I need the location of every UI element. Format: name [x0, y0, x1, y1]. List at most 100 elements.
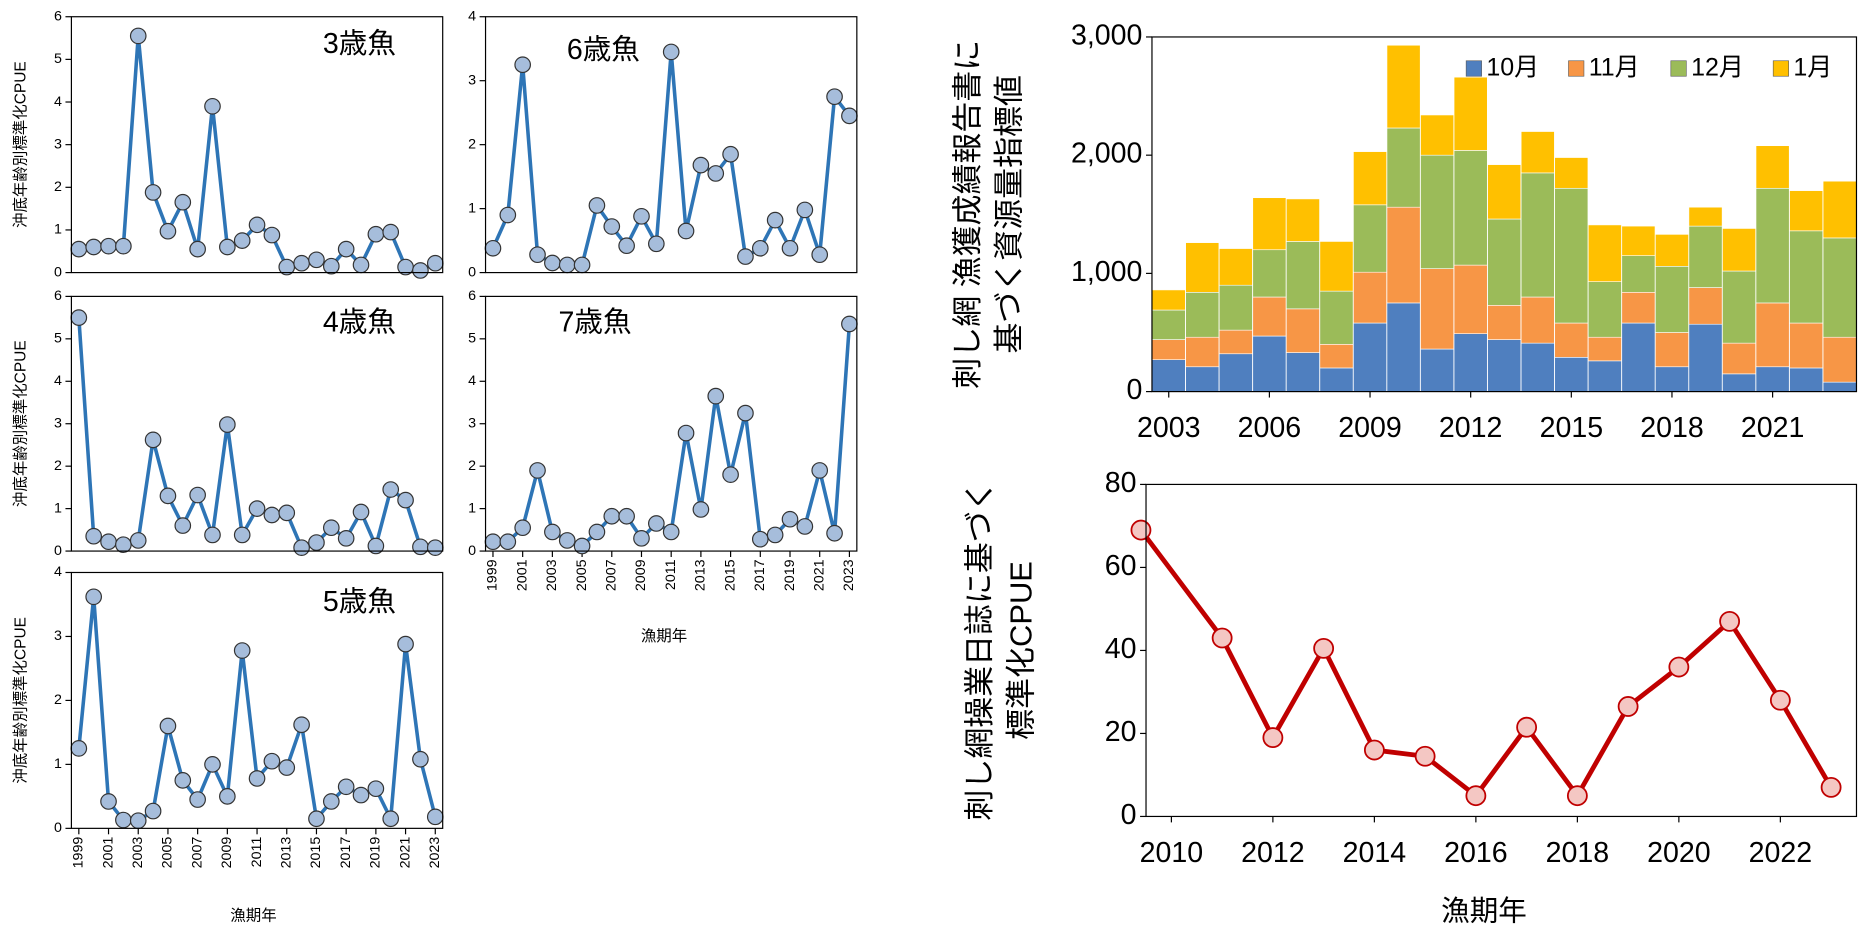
bar-segment: [1252, 335, 1287, 392]
bar-segment: [1554, 322, 1589, 358]
y-tick-label: 1: [468, 200, 476, 216]
y-tick-label: 2: [468, 458, 476, 474]
y-tick-label: 4: [468, 373, 476, 389]
legend-swatch: [1568, 60, 1585, 77]
legend-label: 11月: [1589, 54, 1640, 82]
bar-segment: [1621, 225, 1656, 256]
y-tick-label: 3: [54, 136, 62, 152]
y-axis-label: 沖底年齢別標準化CPUE: [12, 340, 30, 507]
y-tick-label: 5: [468, 331, 476, 347]
bar-segment: [1420, 154, 1455, 269]
data-point: [278, 504, 296, 522]
data-point: [603, 218, 621, 235]
legend-label: 1月: [1793, 54, 1832, 82]
bar-segment: [1453, 264, 1488, 334]
bar-segment: [1554, 157, 1589, 189]
x-tick-label: 1999: [485, 559, 501, 591]
data-point: [144, 184, 162, 201]
bar-segment: [1386, 127, 1421, 208]
data-point: [826, 88, 843, 106]
bar-segment: [1185, 366, 1220, 392]
bar-segment: [1487, 305, 1522, 340]
data-point: [588, 197, 606, 214]
x-tick-label: 1999: [71, 837, 87, 869]
y-tick-label: 1: [54, 222, 62, 238]
bar-segment: [1386, 44, 1421, 129]
bar-segment: [1520, 172, 1555, 298]
y-tick-label: 2,000: [1071, 138, 1142, 170]
x-tick-label: 2003: [1137, 412, 1201, 444]
data-point: [85, 527, 103, 545]
data-point: [337, 778, 355, 796]
data-point: [1465, 785, 1487, 807]
y-tick-label: 60: [1105, 550, 1137, 582]
bar-segment: [1520, 296, 1555, 344]
data-point: [1516, 716, 1538, 738]
y-tick-label: 1,000: [1071, 256, 1142, 288]
data-point: [159, 717, 177, 735]
y-tick-label: 1: [468, 500, 476, 516]
x-tick-label: 2016: [1444, 837, 1508, 869]
x-tick-label: 2020: [1647, 837, 1711, 869]
data-point: [811, 462, 829, 479]
y-tick-label: 5: [54, 51, 62, 67]
x-tick-label: 2012: [1439, 412, 1503, 444]
data-point: [293, 254, 310, 272]
legend-label: 10月: [1486, 54, 1539, 82]
bar-segment: [1789, 230, 1824, 324]
panel-title: 7歳魚: [559, 306, 632, 338]
x-tick-label: 2007: [189, 837, 205, 869]
bar-segment: [1587, 360, 1622, 392]
data-point: [603, 507, 621, 525]
bar-segment: [1688, 287, 1723, 325]
x-tick-label: 2014: [1343, 837, 1407, 869]
data-point: [484, 533, 502, 551]
data-point: [352, 786, 370, 804]
y-tick-label: 0: [468, 264, 476, 280]
data-point: [159, 487, 177, 505]
data-point: [322, 257, 340, 275]
y-tick-label: 3: [54, 415, 62, 431]
data-point: [219, 416, 236, 433]
data-point: [144, 802, 162, 820]
data-point: [426, 808, 444, 826]
x-tick-label: 2005: [160, 837, 176, 869]
plot-frame: [1145, 483, 1858, 818]
data-point: [737, 248, 754, 265]
bar-segment: [1520, 131, 1555, 174]
data-point: [174, 772, 192, 789]
y-tick-label: 2: [54, 692, 62, 708]
bar-segment: [1789, 190, 1824, 232]
x-tick-label: 2019: [782, 559, 798, 591]
data-point: [692, 156, 710, 174]
data-point: [677, 424, 695, 442]
data-point: [707, 387, 725, 405]
bar-segment: [1319, 367, 1354, 392]
legend-label: 12月: [1691, 54, 1744, 82]
bar-segment: [1587, 281, 1622, 338]
data-point: [707, 165, 725, 182]
bar-segment: [1319, 344, 1354, 369]
x-axis-label: 漁期年: [641, 627, 687, 645]
data-line: [492, 323, 852, 549]
data-point: [514, 56, 532, 74]
data-point: [115, 237, 132, 255]
data-point: [529, 462, 546, 479]
data-point: [263, 226, 281, 244]
data-point: [352, 256, 370, 274]
bar-segment: [1487, 218, 1522, 306]
bar-segment: [1755, 302, 1790, 368]
legend-swatch: [1772, 60, 1789, 77]
data-point: [662, 43, 680, 61]
data-point: [115, 811, 132, 829]
y-tick-label: 6: [54, 8, 62, 24]
legend-swatch: [1465, 60, 1482, 77]
bar-segment: [1420, 268, 1455, 350]
data-point: [397, 491, 414, 509]
bar-segment: [1453, 76, 1488, 151]
data-point: [263, 752, 281, 770]
bar-segment: [1722, 373, 1756, 392]
data-point: [100, 237, 117, 255]
data-point: [588, 523, 606, 541]
x-tick-label: 2001: [100, 837, 116, 869]
